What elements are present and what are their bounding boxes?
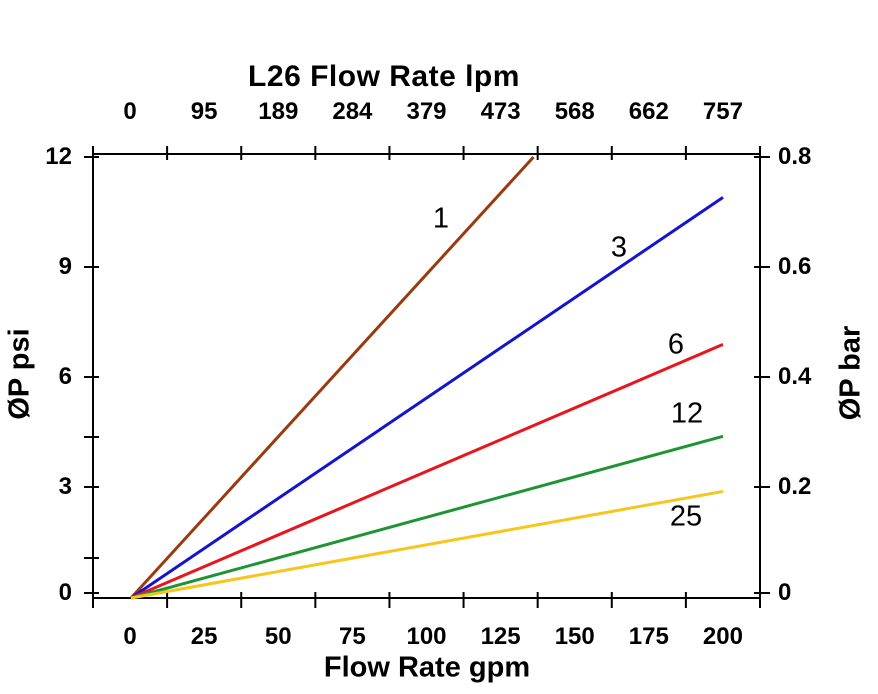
bottom-tick-label: 75 — [339, 623, 366, 650]
chart-title: L26 Flow Rate lpm — [248, 60, 520, 93]
series-line-25 — [130, 489, 724, 600]
right-tick-label: 0 — [778, 579, 792, 606]
bottom-tick-label: 175 — [628, 623, 669, 650]
top-tick-label: 284 — [332, 98, 373, 125]
top-tick-label: 189 — [258, 98, 299, 125]
left-tick-label: 9 — [58, 253, 72, 280]
left-tick-label: 3 — [58, 473, 72, 500]
bottom-tick-label: 125 — [480, 623, 521, 650]
curve-label-1: 1 — [432, 202, 450, 235]
curve-label-6: 6 — [667, 328, 685, 361]
top-tick-label: 662 — [628, 98, 669, 125]
bottom-tick-label: 0 — [123, 623, 137, 650]
bottom-tick-label: 150 — [554, 623, 595, 650]
top-tick-label: 95 — [190, 98, 218, 125]
top-tick-label: 379 — [406, 98, 447, 125]
top-tick-label: 0 — [123, 98, 137, 125]
curve-label-25: 25 — [669, 500, 703, 533]
bottom-tick-label: 25 — [190, 623, 218, 650]
right-tick-label: 0.6 — [778, 253, 812, 280]
series-line-3 — [130, 196, 724, 600]
x-axis-title: Flow Rate gpm — [323, 651, 531, 684]
curve-label-12: 12 — [670, 397, 704, 430]
left-tick-label: 0 — [58, 579, 72, 606]
bottom-tick-label: 200 — [702, 623, 743, 650]
series-line-12 — [130, 434, 724, 600]
right-tick-label: 0.2 — [778, 473, 812, 500]
bottom-tick-label: 100 — [406, 623, 447, 650]
series-line-6 — [130, 343, 724, 600]
left-tick-label: 6 — [58, 363, 72, 390]
top-tick-label: 473 — [480, 98, 521, 125]
right-tick-label: 0.8 — [778, 143, 812, 170]
right-tick-label: 0.4 — [778, 363, 812, 390]
curve-label-3: 3 — [610, 231, 628, 264]
left-tick-label: 12 — [45, 143, 72, 170]
top-tick-label: 757 — [702, 98, 743, 125]
top-tick-label: 568 — [554, 98, 595, 125]
series-line-1 — [129, 155, 535, 600]
bottom-tick-label: 50 — [264, 623, 292, 650]
